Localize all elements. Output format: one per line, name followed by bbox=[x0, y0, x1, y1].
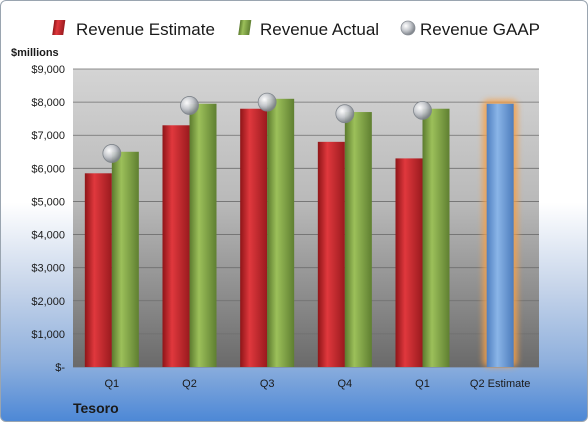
bar-revenue-estimate bbox=[395, 158, 423, 367]
gridlines bbox=[73, 68, 539, 368]
y-tick-label: $7,000 bbox=[31, 130, 65, 142]
y-tick-label: $6,000 bbox=[31, 163, 65, 175]
bars bbox=[84, 98, 518, 368]
bar-revenue-actual bbox=[111, 151, 139, 367]
bar-revenue-actual bbox=[344, 112, 372, 368]
legend: Revenue Estimate Revenue Actual Revenue … bbox=[52, 20, 540, 39]
bar-revenue-actual bbox=[267, 98, 295, 368]
bar-revenue-estimate bbox=[317, 141, 345, 367]
company-name: Tesoro bbox=[73, 400, 119, 416]
x-tick-label: Q2 Estimate bbox=[470, 378, 531, 390]
y-axis-ticks: $- $1,000 $2,000 $3,000 $4,000 $5,000 $6,000 $7… bbox=[31, 64, 65, 374]
legend-label-gaap: Revenue GAAP bbox=[420, 20, 540, 39]
y-tick-label: $2,000 bbox=[31, 296, 65, 308]
y-tick-label: $1,000 bbox=[31, 329, 65, 341]
x-tick-label: Q2 bbox=[182, 378, 197, 390]
legend-swatch-actual bbox=[238, 20, 252, 35]
y-tick-label: $3,000 bbox=[31, 263, 65, 275]
marker-revenue-gaap bbox=[335, 104, 355, 124]
gaap-markers bbox=[102, 92, 432, 163]
marker-revenue-gaap bbox=[102, 144, 122, 163]
y-tick-label: $9,000 bbox=[31, 64, 65, 76]
bar-revenue-estimate bbox=[240, 108, 268, 367]
legend-label-estimate: Revenue Estimate bbox=[76, 20, 215, 39]
marker-revenue-gaap bbox=[413, 100, 432, 120]
bar-revenue-estimate bbox=[84, 173, 112, 367]
bar-revenue-estimate bbox=[162, 125, 190, 368]
y-tick-label: $8,000 bbox=[31, 97, 65, 109]
marker-revenue-gaap bbox=[257, 92, 277, 112]
plot-area bbox=[73, 69, 539, 367]
x-axis-ticks: Q1 Q2 Q3 Q4 Q1 Q2 Estimate bbox=[104, 378, 530, 390]
y-axis-unit-label: $millions bbox=[11, 47, 59, 59]
x-tick-label: Q4 bbox=[337, 378, 352, 390]
marker-revenue-gaap bbox=[180, 96, 199, 115]
bar-q2-estimate bbox=[486, 103, 514, 368]
x-tick-label: Q1 bbox=[104, 378, 119, 390]
bar-revenue-actual bbox=[422, 108, 450, 367]
y-tick-label: $5,000 bbox=[31, 196, 65, 208]
legend-marker-gaap bbox=[400, 20, 416, 36]
legend-label-actual: Revenue Actual bbox=[260, 20, 379, 39]
x-tick-label: Q1 bbox=[415, 378, 430, 390]
y-tick-label: $- bbox=[55, 362, 65, 374]
y-tick-label: $4,000 bbox=[31, 230, 65, 242]
legend-swatch-estimate bbox=[52, 20, 66, 35]
bar-revenue-actual bbox=[189, 103, 217, 368]
x-tick-label: Q3 bbox=[260, 378, 275, 390]
